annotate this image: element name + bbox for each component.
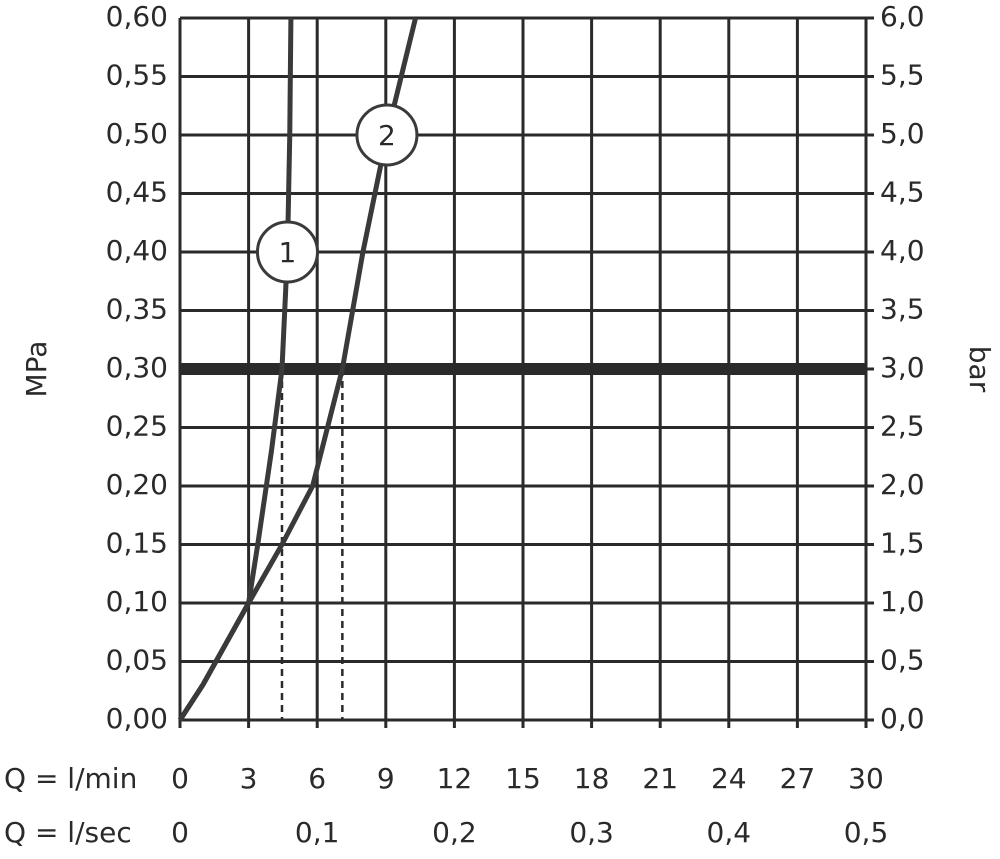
x-tick-label: 27: [780, 762, 816, 795]
x2-tick-label: 0,4: [707, 816, 752, 849]
x-tick-label: 0: [171, 762, 189, 795]
y2-tick-label: 5,0: [880, 117, 925, 150]
y2-axis-label: bar: [963, 346, 996, 393]
x-tick-label: 18: [574, 762, 610, 795]
y2-tick-label: 4,0: [880, 234, 925, 267]
y-tick-label: 0,20: [106, 468, 168, 501]
y-tick-label: 0,50: [106, 117, 168, 150]
y-tick-label: 0,60: [106, 0, 168, 33]
y2-tick-label: 2,5: [880, 410, 925, 443]
y-tick-label: 0,15: [106, 527, 168, 560]
y-tick-label: 0,35: [106, 293, 168, 326]
x-tick-label: 6: [308, 762, 326, 795]
x2-tick-label: 0,1: [295, 816, 340, 849]
y2-tick-label: 0,0: [880, 702, 925, 735]
y-tick-label: 0,40: [106, 234, 168, 267]
x-axis-label: Q = l/min: [4, 762, 137, 795]
y-tick-label: 0,05: [106, 644, 168, 677]
y2-tick-label: 3,5: [880, 293, 925, 326]
x2-tick-label: 0,2: [432, 816, 477, 849]
x-tick-label: 30: [848, 762, 884, 795]
x-tick-label: 3: [240, 762, 258, 795]
series-label: 2: [378, 119, 396, 152]
y2-tick-label: 2,0: [880, 468, 925, 501]
x-tick-label: 15: [505, 762, 541, 795]
x-tick-label: 24: [711, 762, 747, 795]
y-tick-label: 0,45: [106, 176, 168, 209]
y2-tick-label: 5,5: [880, 59, 925, 92]
y2-tick-label: 1,5: [880, 527, 925, 560]
series-label: 1: [279, 236, 297, 269]
y-tick-label: 0,55: [106, 59, 168, 92]
x2-tick-label: 0,3: [569, 816, 614, 849]
x-tick-label: 21: [642, 762, 678, 795]
y-tick-label: 0,00: [106, 702, 168, 735]
y-tick-label: 0,30: [106, 351, 168, 384]
x2-tick-label: 0: [171, 816, 189, 849]
y2-tick-label: 3,0: [880, 351, 925, 384]
y-tick-label: 0,25: [106, 410, 168, 443]
x2-tick-label: 0,5: [844, 816, 889, 849]
x-tick-label: 12: [437, 762, 473, 795]
series-line: [177, 17, 418, 722]
x-tick-label: 9: [377, 762, 395, 795]
y2-tick-label: 6,0: [880, 0, 925, 33]
y2-tick-label: 4,5: [880, 176, 925, 209]
y2-tick-label: 0,5: [880, 644, 925, 677]
series-label-circle: [255, 220, 319, 284]
series-label-circle: [355, 103, 419, 167]
y2-tick-label: 1,0: [880, 585, 925, 618]
x2-axis-label: Q = l/sec: [4, 816, 132, 849]
y-tick-label: 0,10: [106, 585, 168, 618]
y-axis-label: MPa: [20, 341, 53, 398]
